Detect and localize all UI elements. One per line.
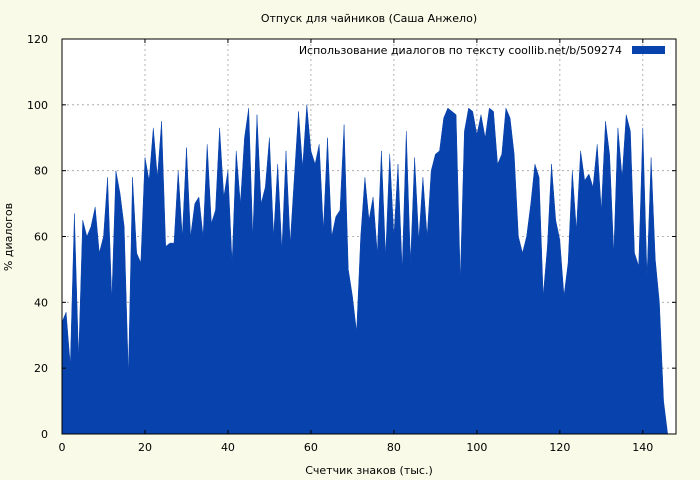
y-tick-label: 0 [41,428,48,441]
legend: Использование диалогов по тексту coollib… [299,44,665,57]
x-tick-label: 100 [466,441,487,454]
y-tick-label: 20 [34,362,48,375]
axis-ticks [61,38,676,435]
y-tick-label: 100 [27,99,48,112]
legend-swatch [632,46,665,54]
x-tick-label: 120 [549,441,570,454]
axis-tick-labels: 0 20 40 60 80 100 120 140 0 20 40 60 80 100 120 [27,33,653,454]
x-tick-label: 60 [304,441,318,454]
legend-label: Использование диалогов по тексту coollib… [299,44,622,57]
x-tick-label: 40 [221,441,235,454]
series-area [61,104,676,435]
x-tick-label: 0 [59,441,66,454]
y-tick-label: 40 [34,296,48,309]
y-tick-label: 80 [34,165,48,178]
chart-title: Отпуск для чайников (Саша Анжело) [261,12,477,25]
x-tick-label: 20 [138,441,152,454]
y-tick-label: 120 [27,33,48,46]
x-tick-label: 140 [632,441,653,454]
x-axis-label: Счетчик знаков (тыс.) [305,464,433,477]
x-tick-label: 80 [387,441,401,454]
y-axis-label: % диалогов [2,203,15,271]
y-tick-label: 60 [34,231,48,244]
